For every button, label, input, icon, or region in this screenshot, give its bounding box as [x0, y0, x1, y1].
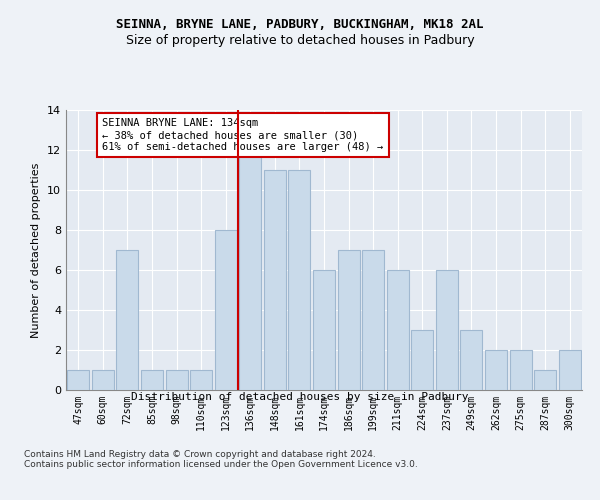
Bar: [239, 150, 262, 390]
Text: SEINNA, BRYNE LANE, PADBURY, BUCKINGHAM, MK18 2AL: SEINNA, BRYNE LANE, PADBURY, BUCKINGHAM,…: [116, 18, 484, 30]
Bar: [92, 370, 114, 390]
Bar: [411, 330, 433, 390]
Text: Size of property relative to detached houses in Padbury: Size of property relative to detached ho…: [125, 34, 475, 47]
Text: SEINNA BRYNE LANE: 134sqm
← 38% of detached houses are smaller (30)
61% of semi-: SEINNA BRYNE LANE: 134sqm ← 38% of detac…: [102, 118, 383, 152]
Bar: [386, 270, 409, 390]
Bar: [534, 370, 556, 390]
Bar: [362, 250, 384, 390]
Bar: [509, 350, 532, 390]
Bar: [116, 250, 139, 390]
Bar: [166, 370, 188, 390]
Bar: [460, 330, 482, 390]
Text: Contains HM Land Registry data © Crown copyright and database right 2024.
Contai: Contains HM Land Registry data © Crown c…: [24, 450, 418, 469]
Bar: [264, 170, 286, 390]
Bar: [313, 270, 335, 390]
Bar: [190, 370, 212, 390]
Bar: [485, 350, 507, 390]
Text: Distribution of detached houses by size in Padbury: Distribution of detached houses by size …: [131, 392, 469, 402]
Bar: [141, 370, 163, 390]
Bar: [559, 350, 581, 390]
Y-axis label: Number of detached properties: Number of detached properties: [31, 162, 41, 338]
Bar: [67, 370, 89, 390]
Bar: [338, 250, 359, 390]
Bar: [436, 270, 458, 390]
Bar: [215, 230, 237, 390]
Bar: [289, 170, 310, 390]
